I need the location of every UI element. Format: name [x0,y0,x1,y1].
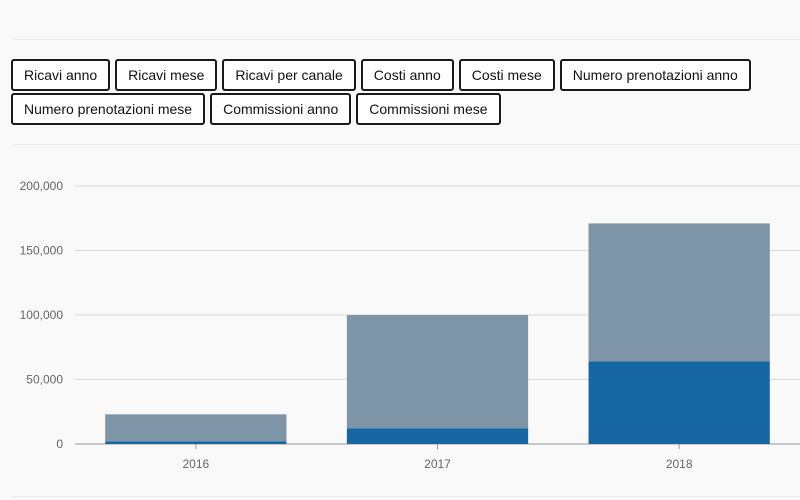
tab-commissioni-mese[interactable]: Commissioni mese [356,93,501,125]
bar-2017-segment-1[interactable] [346,428,529,444]
bar-2018-segment-2[interactable] [588,223,770,362]
y-tick-label: 50,000 [26,373,63,387]
top-divider [12,39,800,40]
bar-2017-segment-2[interactable] [346,315,529,429]
y-tick-label: 200,000 [20,179,64,193]
y-tick-label: 0 [56,437,63,451]
tab-ricavi-mese[interactable]: Ricavi mese [115,59,218,91]
x-axis-ticks: 2016 2017 2018 [182,444,693,471]
x-tick-label: 2018 [666,457,693,471]
x-tick-label: 2017 [424,457,451,471]
bars [105,223,770,444]
x-tick-label: 2016 [182,457,209,471]
chart-tabs: Ricavi anno Ricavi mese Ricavi per canal… [11,59,771,125]
tab-ricavi-anno[interactable]: Ricavi anno [11,59,111,91]
bar-2016-segment-2[interactable] [105,414,287,442]
tab-numero-prenotazioni-anno[interactable]: Numero prenotazioni anno [559,59,751,91]
tab-ricavi-per-canale[interactable]: Ricavi per canale [222,59,356,91]
tab-costi-anno[interactable]: Costi anno [360,59,454,91]
y-tick-label: 150,000 [20,244,64,258]
section-divider [12,144,800,145]
tab-commissioni-anno[interactable]: Commissioni anno [210,93,352,125]
tab-numero-prenotazioni-mese[interactable]: Numero prenotazioni mese [11,93,206,125]
bottom-divider [12,496,800,497]
tab-costi-mese[interactable]: Costi mese [458,59,555,91]
y-axis-ticks: 0 50,000 100,000 150,000 200,000 [20,179,64,451]
bar-2016-segment-1[interactable] [105,441,287,444]
bar-2018-segment-1[interactable] [588,361,770,444]
y-tick-label: 100,000 [20,308,64,322]
